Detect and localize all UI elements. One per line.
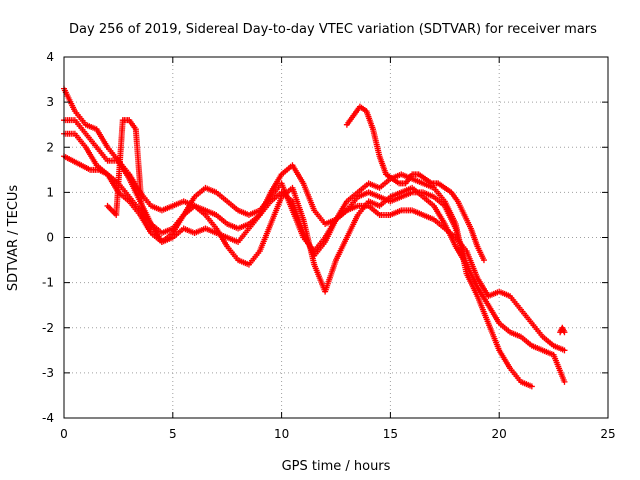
y-tick-label: -3 — [42, 366, 54, 380]
x-axis-label: GPS time / hours — [282, 459, 391, 474]
y-tick-label: 1 — [46, 185, 54, 199]
y-tick-label: 0 — [46, 231, 54, 245]
y-tick-label: -2 — [42, 321, 54, 335]
data-point — [463, 261, 470, 268]
data-point — [528, 383, 535, 390]
data-point — [561, 329, 568, 336]
series-satellite-track-5 — [343, 103, 487, 264]
y-axis-label: SDTVAR / TECUs — [6, 185, 21, 292]
x-tick-label: 20 — [492, 427, 507, 441]
ticks-layer: 0 5 10 15 20 25 -4 -3 -2 -1 0 1 2 3 4 — [42, 50, 616, 441]
series-satellite-track-7 — [557, 324, 568, 336]
grid-layer — [64, 57, 608, 418]
y-tick-label: -1 — [42, 276, 54, 290]
x-tick-label: 5 — [169, 427, 177, 441]
data-point — [561, 378, 568, 385]
y-tick-label: 2 — [46, 140, 54, 154]
chart-title: Day 256 of 2019, Sidereal Day-to-day VTE… — [69, 22, 597, 37]
y-tick-label: -4 — [42, 411, 54, 425]
data-point — [480, 257, 487, 264]
x-tick-label: 25 — [600, 427, 615, 441]
x-tick-label: 0 — [60, 427, 68, 441]
data-point — [145, 225, 152, 232]
series-satellite-track-4 — [61, 153, 470, 295]
y-tick-label: 3 — [46, 95, 54, 109]
x-tick-label: 10 — [274, 427, 289, 441]
data-point — [561, 347, 568, 354]
y-tick-label: 4 — [46, 50, 54, 64]
series-satellite-track-6 — [104, 117, 152, 232]
x-tick-label: 15 — [383, 427, 398, 441]
data-points-layer — [61, 85, 568, 390]
